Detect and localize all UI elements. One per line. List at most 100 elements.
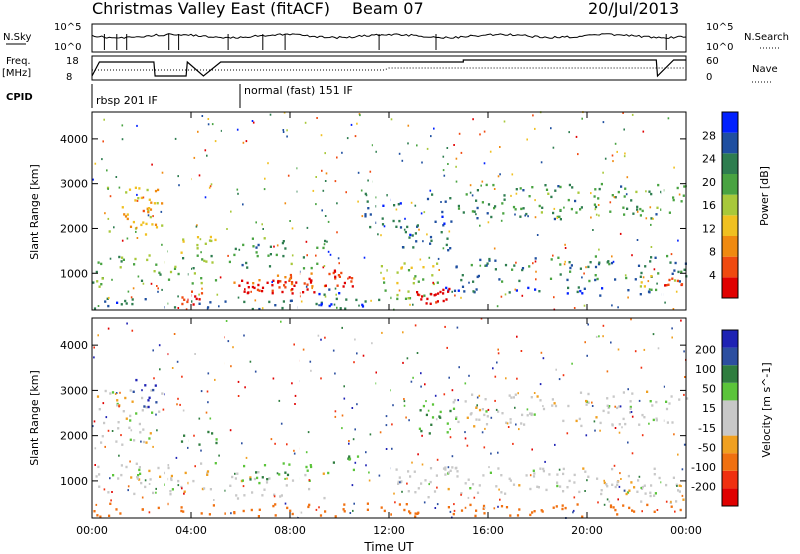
data-cell <box>597 262 601 266</box>
speckle-cell <box>209 185 212 188</box>
speckle-cell <box>334 372 336 375</box>
speckle-cell <box>137 275 140 278</box>
speckle-cell <box>380 234 382 237</box>
data-cell-hot <box>676 279 679 283</box>
speckle-cell <box>121 124 124 127</box>
speckle-cell <box>199 238 202 241</box>
speckle-cell <box>119 391 121 394</box>
data-cell <box>476 491 480 494</box>
data-cell <box>285 484 288 487</box>
data-cell <box>389 296 392 300</box>
speckle-cell <box>619 232 622 235</box>
speckle-cell <box>490 416 493 419</box>
data-cell <box>413 277 416 280</box>
speckle-cell <box>581 276 583 279</box>
data-cell <box>126 213 129 216</box>
speckle-cell <box>237 192 239 195</box>
speckle-cell <box>534 199 536 202</box>
speckle-cell <box>684 376 686 378</box>
speckle-cell <box>209 417 212 420</box>
data-cell <box>453 398 456 402</box>
velocity-ytick-label: 2000 <box>60 430 88 443</box>
data-cell <box>134 186 137 189</box>
data-cell <box>93 510 96 513</box>
data-cell <box>675 483 678 486</box>
data-cell <box>382 204 385 207</box>
data-cell <box>281 241 284 245</box>
data-cell <box>142 440 146 444</box>
data-cell <box>502 212 505 215</box>
speckle-cell <box>677 453 679 456</box>
data-cell <box>417 487 420 490</box>
data-cell <box>361 305 365 308</box>
data-cell <box>268 477 271 480</box>
data-cell-hot <box>350 280 353 283</box>
data-cell <box>409 475 412 478</box>
data-cell <box>673 279 677 282</box>
data-cell <box>146 207 149 210</box>
speckle-cell <box>497 352 500 355</box>
data-cell <box>310 465 313 469</box>
speckle-cell <box>130 429 133 432</box>
speckle-cell <box>129 460 131 463</box>
data-cell <box>588 279 591 283</box>
speckle-cell <box>642 130 645 133</box>
speckle-cell <box>219 276 222 279</box>
data-cell <box>249 476 252 479</box>
speckle-cell <box>140 440 142 443</box>
data-cell <box>475 199 478 202</box>
data-cell <box>665 407 669 411</box>
speckle-cell <box>403 398 405 400</box>
data-cell <box>305 465 308 469</box>
speckle-cell <box>586 479 588 482</box>
data-cell <box>161 202 164 205</box>
speckle-cell <box>135 230 137 233</box>
data-cell <box>579 289 582 293</box>
data-cell <box>198 302 201 305</box>
data-cell <box>612 395 615 398</box>
speckle-cell <box>299 295 301 298</box>
speckle-cell <box>242 203 244 206</box>
speckle-cell <box>535 278 537 281</box>
speckle-cell <box>432 281 434 284</box>
data-cell <box>263 237 266 240</box>
speckle-cell <box>447 163 449 165</box>
data-cell <box>369 213 372 216</box>
data-cell-hot <box>334 275 337 278</box>
data-cell <box>284 276 287 279</box>
data-cell <box>547 192 550 195</box>
data-cell <box>233 253 236 257</box>
speckle-cell <box>627 296 629 299</box>
data-gap <box>165 113 168 309</box>
data-cell <box>234 247 237 251</box>
speckle-cell <box>126 237 129 240</box>
data-cell <box>177 272 180 276</box>
speckle-cell <box>521 294 524 297</box>
speckle-cell <box>425 400 427 403</box>
speckle-cell <box>455 180 458 183</box>
speckle-cell <box>161 171 164 174</box>
speckle-cell <box>109 257 112 260</box>
speckle-cell <box>185 308 188 311</box>
data-cell <box>465 193 468 196</box>
data-cell <box>654 256 657 259</box>
data-cell <box>471 393 474 396</box>
data-cell <box>542 467 545 471</box>
speckle-cell <box>449 436 452 439</box>
data-cell <box>649 400 652 403</box>
data-cell <box>214 279 218 282</box>
data-cell <box>527 286 530 290</box>
data-cell <box>236 497 240 500</box>
data-cell <box>552 211 555 215</box>
speckle-cell <box>428 483 430 486</box>
data-cell <box>649 260 652 263</box>
data-cell <box>121 443 124 446</box>
speckle-cell <box>250 290 252 293</box>
speckle-cell <box>198 417 201 420</box>
data-cell <box>625 492 628 496</box>
data-cell <box>656 206 659 209</box>
data-cell <box>310 266 313 270</box>
data-cell <box>622 504 625 507</box>
data-cell <box>545 488 548 492</box>
speckle-cell <box>532 262 534 265</box>
